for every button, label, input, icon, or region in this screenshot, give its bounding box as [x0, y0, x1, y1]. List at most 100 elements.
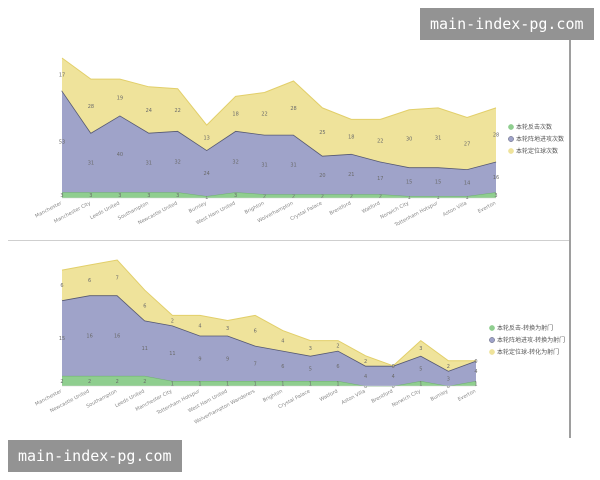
- data-label: 6: [254, 329, 257, 335]
- data-label: 24: [146, 108, 152, 114]
- data-label: 19: [117, 95, 123, 101]
- x-tick-label: Brighton: [262, 388, 284, 403]
- data-label: 40: [117, 152, 123, 158]
- data-label: 2: [379, 194, 382, 200]
- x-tick-label: Everton: [457, 388, 477, 402]
- data-label: 3: [226, 326, 229, 332]
- data-label: 6: [143, 303, 146, 309]
- data-label: 4: [198, 324, 201, 330]
- line-3: [61, 259, 476, 367]
- data-label: 3: [447, 376, 450, 382]
- data-label: 31: [88, 161, 94, 167]
- data-label: 1: [336, 382, 339, 388]
- data-label: 16: [114, 334, 120, 340]
- data-label: 2: [171, 319, 174, 325]
- area-3: [62, 260, 476, 371]
- data-label: 3: [60, 193, 63, 199]
- data-label: 14: [464, 181, 470, 187]
- data-label: 21: [348, 172, 354, 178]
- area-3: [62, 58, 496, 170]
- x-tick-label: Watford: [361, 200, 381, 215]
- area-2: [62, 90, 496, 197]
- data-label: 22: [377, 139, 383, 145]
- data-label: 3: [147, 193, 150, 199]
- data-label: 6: [88, 278, 91, 284]
- data-label: 11: [142, 346, 148, 352]
- right-divider: [569, 40, 571, 438]
- area-1: [62, 192, 496, 198]
- data-label: 31: [146, 161, 152, 167]
- data-label: 18: [348, 135, 354, 141]
- data-label: 7: [116, 276, 119, 282]
- data-label: 15: [59, 336, 65, 342]
- chart-divider: [8, 240, 569, 241]
- data-label: 3: [118, 193, 121, 199]
- data-label: 5: [419, 366, 422, 372]
- data-label: 1: [171, 382, 174, 388]
- data-label: 2: [364, 359, 367, 365]
- data-label: 30: [406, 137, 412, 143]
- data-label: 0: [364, 384, 367, 390]
- legend-marker: [508, 148, 514, 154]
- data-label: 3: [89, 193, 92, 199]
- data-label: 31: [261, 162, 267, 168]
- data-label: 2: [336, 344, 339, 350]
- data-label: 31: [435, 136, 441, 142]
- x-tick-label: Brentford: [329, 200, 353, 216]
- data-label: 3: [234, 193, 237, 199]
- legend-label: 本轮阵地进攻次数: [516, 135, 564, 143]
- data-label: 32: [232, 160, 238, 166]
- legend-marker: [489, 349, 495, 355]
- data-label: 25: [319, 130, 325, 136]
- data-label: 6: [281, 364, 284, 370]
- legend-label: 本轮反击-转换为射门: [497, 324, 553, 332]
- x-tick-label: Brentford: [371, 388, 395, 404]
- data-label: 16: [493, 175, 499, 181]
- data-label: 1: [254, 382, 257, 388]
- legend-label: 本轮定位球-转化为射门: [497, 348, 559, 356]
- data-label: 53: [59, 139, 65, 145]
- area-2: [62, 295, 476, 386]
- data-label: 6: [336, 364, 339, 370]
- data-label: 0: [474, 359, 477, 365]
- x-tick-label: Watford: [319, 388, 339, 403]
- data-label: 1: [198, 382, 201, 388]
- x-tick-label: Burnley: [430, 388, 450, 402]
- data-label: 0: [392, 364, 395, 370]
- x-tick-label: Burnley: [188, 200, 208, 214]
- data-label: 13: [204, 136, 210, 142]
- data-label: 0: [447, 384, 450, 390]
- data-label: 7: [254, 361, 257, 367]
- data-label: 2: [60, 379, 63, 385]
- data-label: 5: [309, 366, 312, 372]
- legend-marker: [489, 325, 495, 331]
- data-label: 4: [364, 374, 367, 380]
- data-label: 9: [226, 356, 229, 362]
- x-tick-label: Aston Villa: [340, 388, 366, 406]
- legend-label: 本轮反击次数: [516, 123, 552, 131]
- data-label: 22: [175, 108, 181, 114]
- data-label: 2: [263, 194, 266, 200]
- x-tick-label: Southampton: [85, 388, 118, 409]
- data-label: 15: [435, 180, 441, 186]
- area-1: [62, 375, 476, 386]
- data-label: 15: [406, 180, 412, 186]
- x-tick-label: Everton: [477, 200, 497, 214]
- data-label: 0: [392, 384, 395, 390]
- data-label: 24: [204, 171, 210, 177]
- data-label: 31: [290, 162, 296, 168]
- x-tick-label: Leeds United: [89, 200, 121, 221]
- data-label: 16: [86, 334, 92, 340]
- data-label: 32: [175, 160, 181, 166]
- legend-label: 本轮定位球次数: [516, 147, 558, 155]
- legend-marker: [489, 337, 495, 343]
- data-label: 3: [494, 193, 497, 199]
- data-label: 28: [493, 133, 499, 139]
- data-label: 4: [281, 339, 284, 345]
- data-label: 18: [232, 112, 238, 118]
- data-label: 2: [88, 379, 91, 385]
- data-label: 6: [60, 283, 63, 289]
- x-tick-label: Brighton: [244, 200, 266, 215]
- x-tick-label: Crystal Palace: [289, 200, 323, 222]
